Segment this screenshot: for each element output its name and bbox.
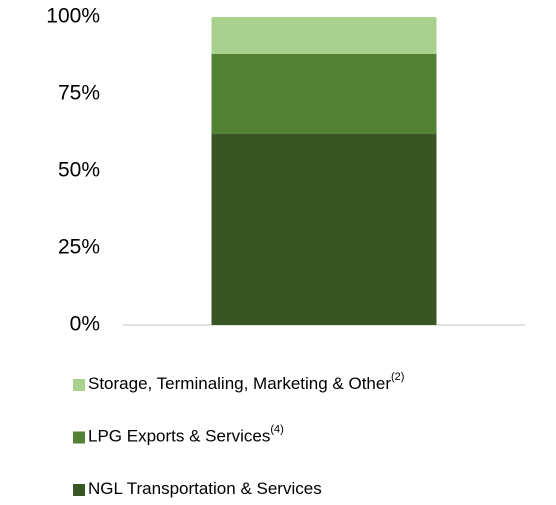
legend-text: Storage, Terminaling, Marketing & Other xyxy=(88,374,391,393)
legend-text: LPG Exports & Services xyxy=(88,427,270,446)
legend-footnote: (4) xyxy=(270,423,283,435)
y-tick-label: 25% xyxy=(58,236,100,259)
bar-segment xyxy=(211,134,437,325)
legend-label: Storage, Terminaling, Marketing & Other(… xyxy=(88,371,404,394)
legend-swatch xyxy=(73,431,85,444)
y-tick-label: 50% xyxy=(58,159,100,182)
legend-label: NGL Transportation & Services xyxy=(88,479,322,498)
legend-label: LPG Exports & Services(4) xyxy=(88,423,284,446)
y-tick-label: 75% xyxy=(58,82,100,105)
y-tick-label: 0% xyxy=(70,313,100,336)
legend-text: NGL Transportation & Services xyxy=(88,479,322,498)
legend-footnote: (2) xyxy=(391,371,404,383)
legend-swatch xyxy=(73,484,85,496)
bar-segment xyxy=(211,53,437,135)
y-tick-label: 100% xyxy=(46,5,100,28)
legend-swatch xyxy=(73,379,85,391)
bar-segment xyxy=(211,17,437,54)
